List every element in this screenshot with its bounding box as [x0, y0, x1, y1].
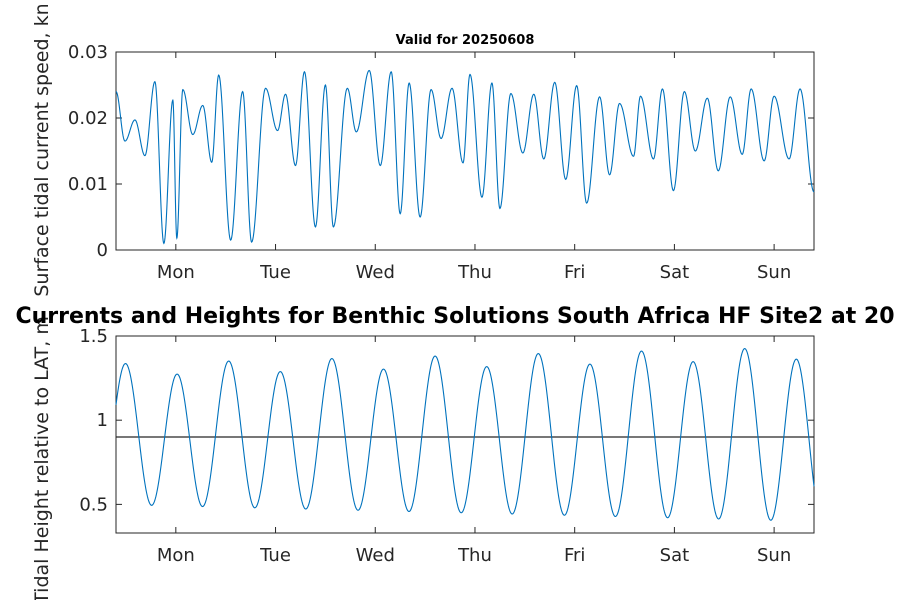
x-tick-label: Mon	[157, 262, 195, 283]
current-speed-line	[115, 69, 815, 245]
x-tick-label: Tue	[259, 545, 291, 566]
y-tick-label: 1.5	[79, 326, 108, 347]
y-tick-label: 1	[97, 410, 108, 431]
tidal-height-panel: Mon Tue Wed Thu Fri Sat Sun 0.5 1 1.5 Tidal Heigh…	[31, 316, 815, 600]
current-panel-title: Valid for 20250608	[396, 33, 535, 48]
x-tick-label: Wed	[356, 545, 395, 566]
y-tick-label: 0.02	[68, 108, 108, 129]
height-axis-ticks: Mon Tue Wed Thu Fri Sat Sun 0.5 1 1.5	[79, 326, 814, 566]
y-tick-label: 0.01	[68, 174, 108, 195]
x-tick-label: Wed	[356, 262, 395, 283]
x-tick-label: Fri	[564, 262, 585, 283]
x-tick-label: Fri	[564, 545, 585, 566]
x-tick-label: Sat	[660, 545, 690, 566]
x-tick-label: Mon	[157, 545, 195, 566]
y-tick-label: 0	[97, 240, 108, 261]
y-tick-label: 0.03	[68, 42, 108, 63]
x-tick-label: Sun	[757, 262, 791, 283]
current-axis-ticks: Mon Tue Wed Thu Fri Sat Sun 0 0.01 0.02 0.03	[68, 42, 814, 283]
figure-title: Currents and Heights for Benthic Solutio…	[15, 304, 894, 329]
x-tick-label: Thu	[457, 545, 492, 566]
current-ylabel: Surface tidal current speed, kn	[31, 3, 53, 296]
tidal-height-line	[115, 348, 815, 521]
x-tick-label: Tue	[259, 262, 291, 283]
current-speed-panel: Valid for 20250608 Mon Tue Wed Thu Fri Sat Sun…	[31, 3, 815, 297]
y-tick-label: 0.5	[79, 494, 108, 515]
x-tick-label: Thu	[457, 262, 492, 283]
x-tick-label: Sat	[660, 262, 690, 283]
height-ylabel: Tidal Height relative to LAT, m	[31, 316, 53, 600]
x-tick-label: Sun	[757, 545, 791, 566]
